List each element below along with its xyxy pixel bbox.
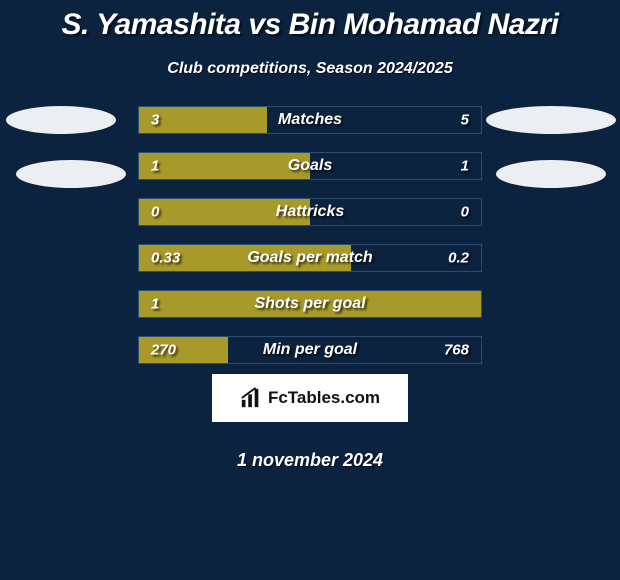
bar-row: 0 0 Hattricks: [138, 198, 482, 226]
bar-label: Shots per goal: [254, 295, 365, 313]
left-player-marker: [6, 106, 116, 134]
bar-right-value: 768: [444, 342, 469, 359]
logo-text: FcTables.com: [268, 388, 380, 408]
bar-right-value: 0.2: [448, 250, 469, 267]
bar-right-value: 1: [461, 158, 469, 175]
date-label: 1 november 2024: [0, 450, 620, 471]
left-player-marker: [16, 160, 126, 188]
bar-row: 1 Shots per goal: [138, 290, 482, 318]
bar-left-value: 270: [151, 342, 176, 359]
bar-label: Goals: [288, 157, 332, 175]
bar-right-value: 5: [461, 112, 469, 129]
bar-right-fill: [310, 153, 481, 179]
bar-label: Hattricks: [276, 203, 344, 221]
bar-left-value: 1: [151, 158, 159, 175]
bar-left-value: 0.33: [151, 250, 180, 267]
bar-label: Goals per match: [247, 249, 372, 267]
bar-row: 1 1 Goals: [138, 152, 482, 180]
right-player-marker: [496, 160, 606, 188]
bar-chart-icon: [240, 387, 262, 409]
bar-label: Min per goal: [263, 341, 357, 359]
fctables-logo[interactable]: FcTables.com: [212, 374, 408, 422]
right-player-marker: [486, 106, 616, 134]
bars-container: 3 5 Matches 1 1 Goals 0 0 Hattricks 0.33 0.2 Goals …: [138, 106, 482, 382]
bar-right-value: 0: [461, 204, 469, 221]
bar-left-value: 3: [151, 112, 159, 129]
bar-left-value: 1: [151, 296, 159, 313]
comparison-chart: 3 5 Matches 1 1 Goals 0 0 Hattricks 0.33 0.2 Goals …: [0, 106, 620, 432]
bar-row: 3 5 Matches: [138, 106, 482, 134]
page-title: S. Yamashita vs Bin Mohamad Nazri: [0, 0, 620, 42]
bar-left-value: 0: [151, 204, 159, 221]
subtitle: Club competitions, Season 2024/2025: [0, 60, 620, 78]
bar-row: 270 768 Min per goal: [138, 336, 482, 364]
bar-row: 0.33 0.2 Goals per match: [138, 244, 482, 272]
bar-left-fill: [139, 153, 310, 179]
bar-label: Matches: [278, 111, 342, 129]
